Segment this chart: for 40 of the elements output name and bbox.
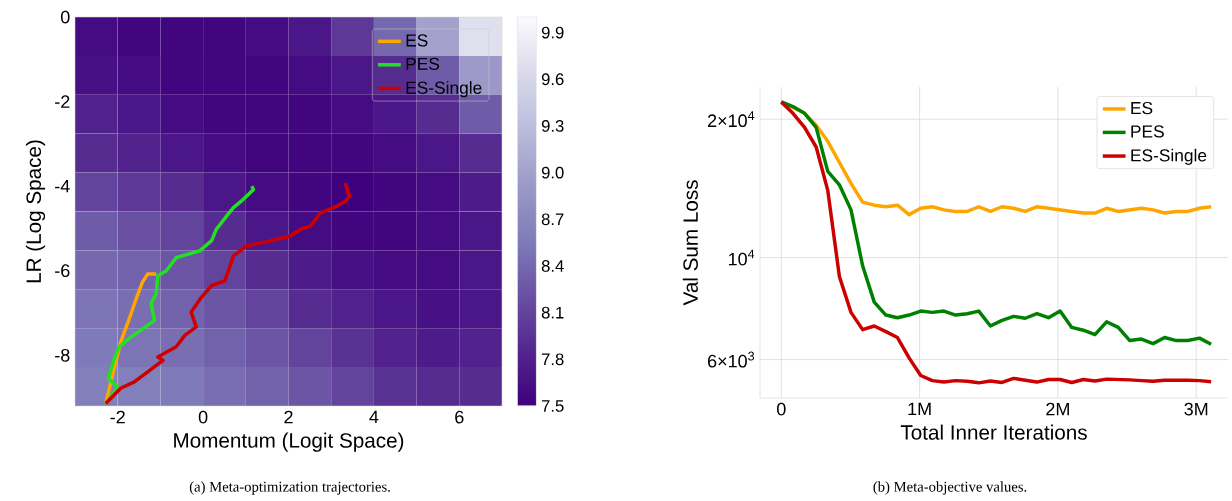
color-bar-label: 8.7 bbox=[541, 213, 564, 226]
line-series bbox=[104, 182, 353, 406]
legend-label: ES bbox=[406, 34, 428, 47]
x-tick-label: 1M bbox=[908, 402, 931, 416]
color-bar-label: 8.4 bbox=[541, 260, 564, 272]
legend-label: ES-Single bbox=[406, 81, 482, 98]
line-series bbox=[104, 184, 256, 406]
y-tick-label: -4 bbox=[55, 179, 70, 193]
y-tick-label: -2 bbox=[55, 95, 70, 108]
y-axis-title: Val Sum Loss bbox=[682, 180, 698, 306]
x-tick-label: 0 bbox=[777, 402, 786, 416]
legend-label: PES bbox=[406, 57, 440, 70]
text: (b) Meta-objective values. bbox=[873, 481, 1027, 495]
color-bar-label: 9.9 bbox=[541, 26, 564, 39]
text: (a) Meta-optimization trajectories. bbox=[189, 481, 390, 495]
legend-label: ES-Single bbox=[1131, 148, 1207, 165]
y-tick-label: 10$^{4}$ bbox=[728, 249, 755, 266]
color-bar-label: 7.5 bbox=[541, 400, 564, 412]
legend-label: PES bbox=[1131, 125, 1164, 138]
x-tick-label: 2 bbox=[284, 410, 293, 424]
x-tick-label: 2M bbox=[1046, 402, 1069, 416]
color-bar-label: 8.1 bbox=[541, 306, 564, 319]
y-tick-label: -6 bbox=[55, 264, 70, 278]
y-tick-label: 6×10$^{3}$ bbox=[708, 351, 755, 368]
x-tick-label: 4 bbox=[369, 410, 379, 424]
x-tick-label: 3M bbox=[1184, 402, 1208, 416]
x-tick-label: 0 bbox=[198, 410, 208, 424]
y-tick-label: 0 bbox=[60, 10, 70, 24]
color-bar-label: 9.0 bbox=[541, 166, 564, 179]
y-axis-title: LR (Log Space) bbox=[25, 140, 46, 283]
color-bar-label: 9.6 bbox=[541, 73, 564, 86]
x-axis-title: Momentum (Logit Space) bbox=[174, 432, 404, 452]
x-tick-label: -2 bbox=[110, 410, 125, 424]
x-tick-label: 6 bbox=[455, 410, 464, 424]
color-bar-label: 7.8 bbox=[541, 353, 564, 366]
color-bar-label: 9.3 bbox=[541, 120, 564, 132]
y-tick-label: -8 bbox=[55, 348, 70, 362]
legend-label: ES bbox=[1131, 101, 1153, 115]
x-axis-title: Total Inner Iterations bbox=[900, 424, 1087, 440]
y-tick-label: 2×10$^{4}$ bbox=[707, 111, 755, 128]
